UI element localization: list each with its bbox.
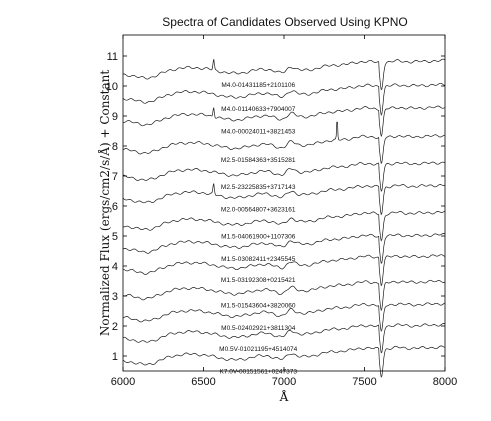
x-tick-label: 6000 [111,376,135,388]
y-tick-label: 6 [112,201,118,213]
y-tick-label: 4 [112,261,118,273]
spectrum-line [122,302,446,332]
spectrum-label: M4.0-00024011+3821453 [221,129,296,136]
spectrum-label: M2.5-23225835+3717143 [221,184,296,191]
spectrum-line [122,210,446,242]
y-tick-label: 11 [107,51,118,63]
spectra-group [122,58,446,378]
y-tick-label: 9 [112,111,118,123]
spectrum-label: M0.5V-01021195+4514074 [219,346,298,353]
x-tick-label: 7500 [352,376,376,388]
y-tick-label: 8 [112,141,118,153]
y-tick-label: 10 [106,81,118,93]
spectrum-label: M1.5-03082411+2345545 [221,256,296,263]
y-tick-label: 5 [112,231,118,243]
x-axis-ticks: 6000 6500 7000 7500 8000 [111,35,457,388]
spectrum-line [122,82,446,116]
x-tick-label: 8000 [433,376,457,388]
y-tick-label: 2 [112,321,118,333]
y-tick-label: 7 [112,171,118,183]
spectrum-label: M1.5-01543604+3820060 [221,303,296,310]
spectrum-line [122,345,446,378]
y-axis-label: Normalized Flux (ergs/cm2/s/Å) + Constan… [97,70,112,336]
spectrum-line [122,279,446,312]
x-tick-label: 6500 [191,376,215,388]
spectrum-label: M1.5-04061900+1107306 [221,234,296,241]
spectrum-label: M0.5-02402921+3811304 [221,325,296,332]
y-tick-label: 1 [112,351,118,363]
y-axis-ticks: 1 2 3 4 5 6 7 8 9 10 11 [106,51,445,363]
spectrum-line [122,105,446,138]
x-axis-label: Å [279,389,289,404]
spectrum-label: M2.0-00564807+3623161 [221,207,296,214]
spectrum-label: M4.0-01431185+2101106 [221,82,295,89]
spectrum-line [122,323,446,354]
spectrum-line [122,58,446,91]
chart-title: Spectra of Candidates Observed Using KPN… [162,15,407,29]
y-tick-label: 3 [112,291,118,303]
spectrum-line [122,183,446,216]
spectrum-label: M2.5-01584363+3515281 [221,157,296,164]
spectrum-line [122,161,446,192]
spectrum-label: K7.0V-00151561+0247373 [219,369,297,376]
spectrum-labels: M4.0-01431185+2101106 M4.0-01140633+79040… [219,82,298,376]
spectrum-label: M4.0-01140633+7904007 [221,106,296,113]
spectrum-line [122,121,446,165]
spectrum-line [122,233,446,265]
spectrum-label: M1.5-03192308+0215421 [221,277,296,284]
x-tick-label: 7000 [272,376,296,388]
spectrum-line [122,254,446,287]
